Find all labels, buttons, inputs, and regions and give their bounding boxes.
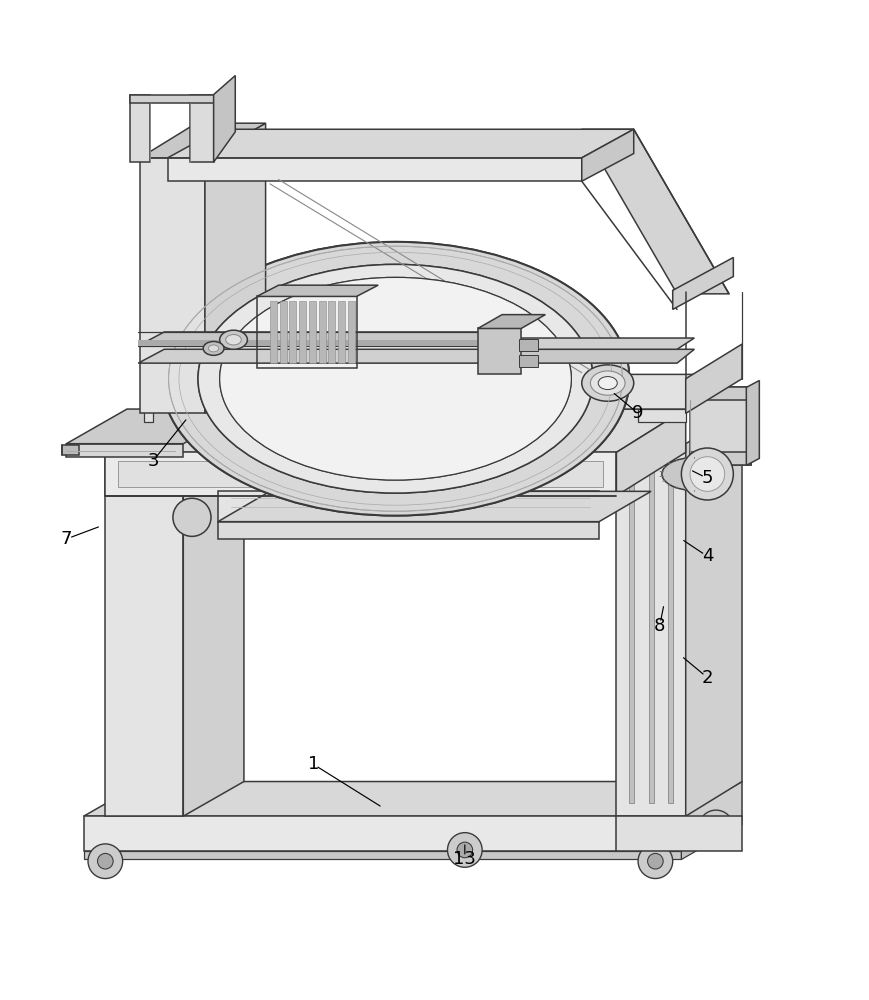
Polygon shape <box>478 315 546 328</box>
Circle shape <box>173 498 211 536</box>
Ellipse shape <box>662 458 726 490</box>
Polygon shape <box>673 257 733 309</box>
Polygon shape <box>686 344 742 413</box>
Ellipse shape <box>198 264 593 493</box>
Polygon shape <box>140 123 266 158</box>
Polygon shape <box>105 444 183 816</box>
Circle shape <box>88 844 123 879</box>
Polygon shape <box>190 95 214 162</box>
Polygon shape <box>66 409 244 444</box>
Polygon shape <box>319 301 326 363</box>
Polygon shape <box>257 285 378 296</box>
Polygon shape <box>616 816 742 851</box>
Ellipse shape <box>581 365 634 401</box>
Polygon shape <box>129 95 150 162</box>
Polygon shape <box>308 301 315 363</box>
Polygon shape <box>686 409 742 816</box>
Text: 9: 9 <box>633 404 644 422</box>
Polygon shape <box>328 301 335 363</box>
Circle shape <box>681 448 733 500</box>
Polygon shape <box>581 129 634 181</box>
Polygon shape <box>616 444 686 816</box>
Polygon shape <box>168 158 581 181</box>
Text: 5: 5 <box>701 469 713 487</box>
Polygon shape <box>62 445 79 455</box>
Polygon shape <box>218 491 651 522</box>
Polygon shape <box>83 851 681 859</box>
Polygon shape <box>129 95 214 103</box>
Text: 2: 2 <box>701 669 713 687</box>
Polygon shape <box>205 123 266 413</box>
Polygon shape <box>348 301 355 363</box>
Polygon shape <box>218 522 599 539</box>
Polygon shape <box>118 461 603 487</box>
Polygon shape <box>105 409 686 452</box>
Ellipse shape <box>162 242 629 516</box>
Polygon shape <box>144 409 153 422</box>
Polygon shape <box>218 491 599 522</box>
Ellipse shape <box>198 264 593 493</box>
Polygon shape <box>289 301 296 363</box>
Polygon shape <box>668 457 673 803</box>
Circle shape <box>690 457 725 491</box>
Polygon shape <box>746 380 760 465</box>
Circle shape <box>708 820 724 835</box>
Polygon shape <box>138 349 521 363</box>
Text: 1: 1 <box>308 755 319 773</box>
Circle shape <box>97 853 113 869</box>
Ellipse shape <box>209 345 219 352</box>
Text: 8: 8 <box>654 617 666 635</box>
Polygon shape <box>144 374 742 409</box>
Text: 4: 4 <box>701 547 713 565</box>
Polygon shape <box>478 328 521 374</box>
Polygon shape <box>270 301 277 363</box>
Ellipse shape <box>590 371 625 395</box>
Polygon shape <box>83 782 742 816</box>
Ellipse shape <box>226 335 242 345</box>
Polygon shape <box>629 457 634 803</box>
Polygon shape <box>482 349 694 363</box>
Circle shape <box>638 844 673 879</box>
Polygon shape <box>66 444 183 457</box>
Polygon shape <box>649 457 653 803</box>
Polygon shape <box>681 782 742 851</box>
Text: 7: 7 <box>61 530 72 548</box>
Polygon shape <box>681 816 742 859</box>
Polygon shape <box>520 339 539 351</box>
Polygon shape <box>138 332 521 346</box>
Polygon shape <box>214 76 235 162</box>
Polygon shape <box>638 409 686 422</box>
Polygon shape <box>482 338 694 349</box>
Text: 13: 13 <box>454 850 476 868</box>
Polygon shape <box>140 158 205 413</box>
Polygon shape <box>690 387 751 400</box>
Ellipse shape <box>162 242 629 516</box>
Circle shape <box>647 853 663 869</box>
Polygon shape <box>338 301 345 363</box>
Polygon shape <box>520 355 539 367</box>
Polygon shape <box>690 452 751 465</box>
Polygon shape <box>280 301 287 363</box>
Ellipse shape <box>220 330 248 349</box>
Circle shape <box>699 810 733 845</box>
Polygon shape <box>168 129 634 158</box>
Ellipse shape <box>220 277 571 480</box>
Ellipse shape <box>598 377 617 390</box>
Polygon shape <box>690 387 751 465</box>
Circle shape <box>457 842 473 858</box>
Polygon shape <box>616 409 686 496</box>
Polygon shape <box>183 409 244 816</box>
Polygon shape <box>581 129 729 294</box>
Ellipse shape <box>220 277 571 480</box>
Polygon shape <box>83 816 681 851</box>
Polygon shape <box>138 340 495 346</box>
Polygon shape <box>299 301 306 363</box>
Text: 3: 3 <box>147 452 159 470</box>
Circle shape <box>448 833 482 867</box>
Polygon shape <box>105 452 616 496</box>
Ellipse shape <box>203 341 224 355</box>
